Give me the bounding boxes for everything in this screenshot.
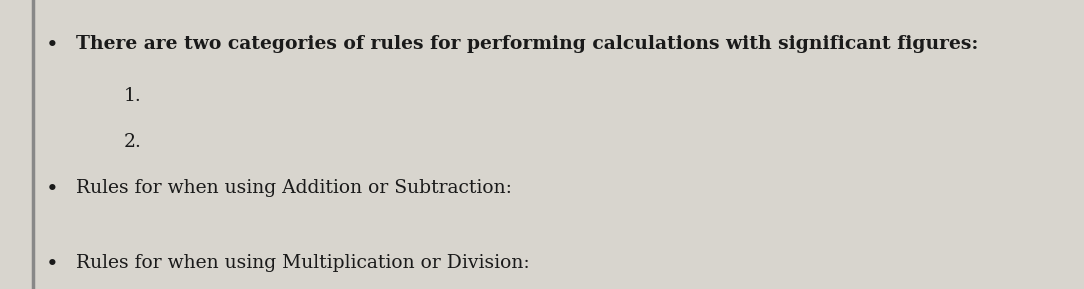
Text: Rules for when using Addition or Subtraction:: Rules for when using Addition or Subtrac… xyxy=(76,179,513,197)
Text: •: • xyxy=(47,179,59,199)
Text: Rules for when using Multiplication or Division:: Rules for when using Multiplication or D… xyxy=(76,254,530,272)
Text: •: • xyxy=(47,254,59,274)
Text: There are two categories of rules for performing calculations with significant f: There are two categories of rules for pe… xyxy=(76,35,979,53)
Text: 2.: 2. xyxy=(124,133,142,151)
Text: •: • xyxy=(47,35,59,55)
Text: 1.: 1. xyxy=(124,87,142,105)
